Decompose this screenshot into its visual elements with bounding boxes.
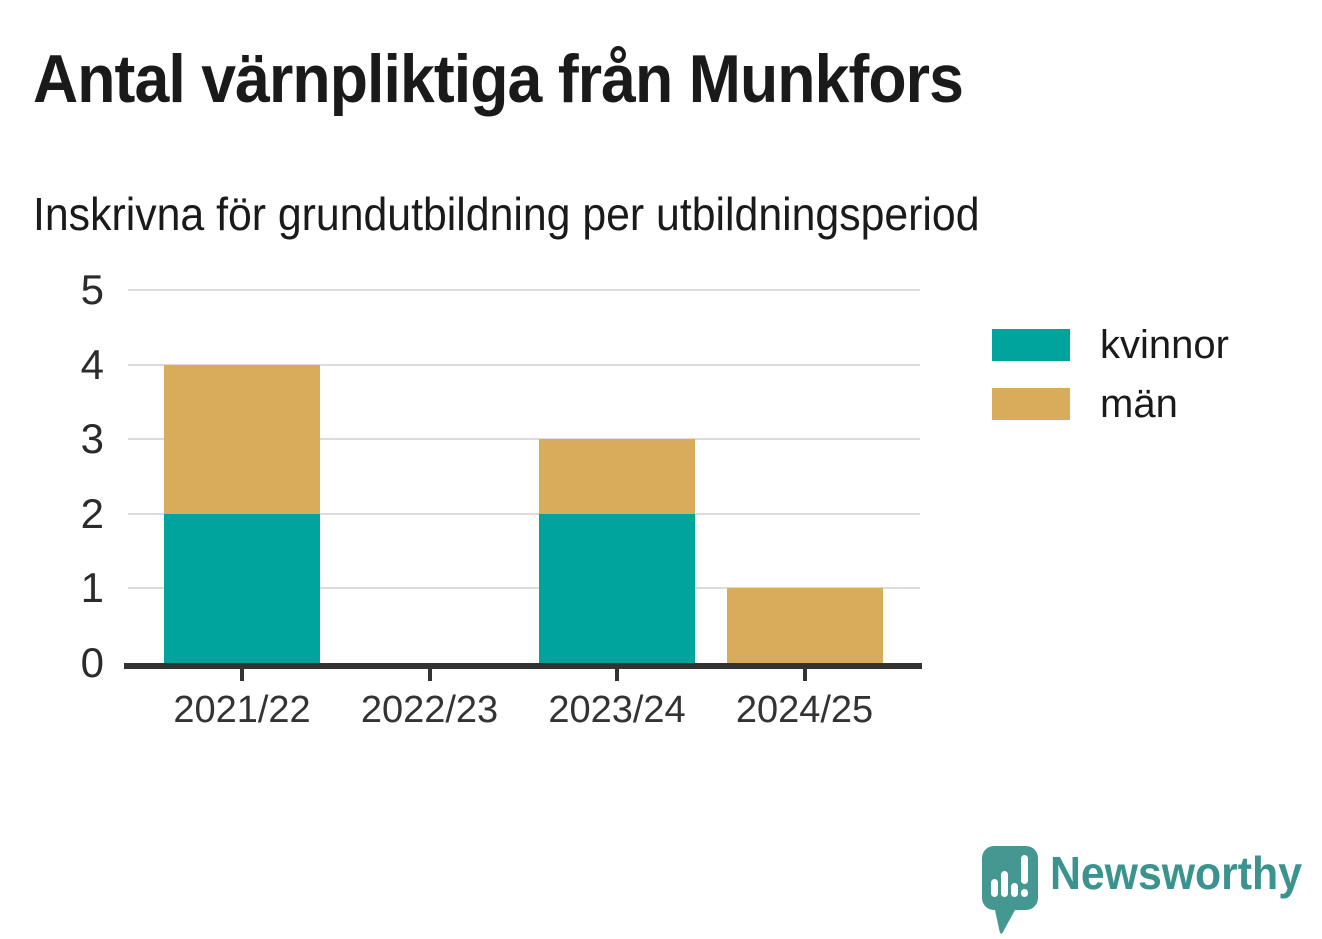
x-axis-tick bbox=[427, 669, 432, 681]
x-axis-tick-label: 2023/24 bbox=[548, 689, 686, 731]
logo-exclamation-dot-icon bbox=[1021, 889, 1028, 897]
gridline bbox=[128, 587, 920, 590]
y-axis-tick-label: 0 bbox=[80, 639, 104, 686]
logo-bar-icon bbox=[1001, 871, 1008, 897]
bar-segment-kvinnor bbox=[539, 513, 695, 663]
x-axis-tick-label: 2021/22 bbox=[173, 689, 311, 731]
gridline bbox=[128, 438, 920, 441]
y-axis-tick-label: 1 bbox=[80, 564, 104, 612]
gridline bbox=[128, 363, 920, 366]
chart-legend: kvinnor män bbox=[992, 323, 1229, 446]
legend-row: kvinnor bbox=[992, 323, 1229, 367]
x-axis-tick bbox=[802, 669, 807, 681]
logo-exclamation-icon bbox=[1021, 855, 1028, 884]
chart-subtitle: Inskrivna för grundutbildning per utbild… bbox=[33, 188, 980, 240]
legend-swatch-män bbox=[992, 388, 1070, 420]
x-axis-tick-label: 2024/25 bbox=[735, 689, 874, 731]
legend-label: kvinnor bbox=[1100, 322, 1229, 367]
x-axis-tick bbox=[615, 669, 619, 681]
newsworthy-logo-icon bbox=[982, 846, 1038, 934]
y-axis-tick-label: 3 bbox=[80, 415, 104, 463]
bar-segment-män bbox=[539, 439, 695, 514]
bar-segment-män bbox=[164, 364, 320, 514]
logo-bar-icon bbox=[1011, 883, 1018, 897]
chart-title: Antal värnpliktiga från Munkfors bbox=[33, 41, 964, 117]
brand-name: Newsworthy bbox=[1050, 847, 1302, 899]
legend-row: män bbox=[992, 382, 1229, 426]
bar-segment-män bbox=[726, 588, 883, 663]
y-axis-tick-label: 2 bbox=[80, 489, 104, 537]
y-axis-tick-label: 5 bbox=[80, 266, 104, 313]
legend-swatch-kvinnor bbox=[992, 329, 1070, 361]
x-axis-line bbox=[124, 663, 922, 669]
x-axis-tick-label: 2022/23 bbox=[360, 689, 499, 731]
brand-footer: Newsworthy bbox=[982, 846, 1321, 938]
gridline bbox=[128, 289, 920, 291]
legend-label: män bbox=[1100, 381, 1178, 426]
logo-bar-icon bbox=[991, 879, 998, 897]
gridline bbox=[128, 512, 920, 515]
y-axis-tick-label: 4 bbox=[80, 340, 104, 388]
bar-segment-kvinnor bbox=[164, 513, 320, 663]
x-axis-tick bbox=[240, 669, 244, 681]
